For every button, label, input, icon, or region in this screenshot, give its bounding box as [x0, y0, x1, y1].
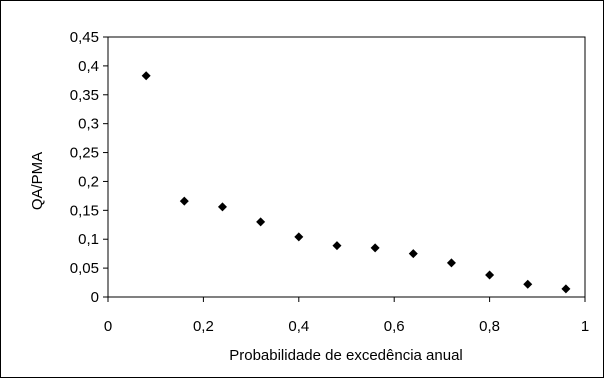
- axes: [103, 36, 586, 302]
- y-tick-label: 0,15: [70, 202, 99, 219]
- data-points: [141, 71, 571, 294]
- y-axis-title: QA/PMA: [29, 152, 46, 210]
- x-tick-label: 0: [104, 318, 112, 335]
- x-tick-label: 0,2: [193, 318, 214, 335]
- data-point: [523, 279, 533, 289]
- tick-labels: 0 0,2 0,4 0,6 0,8 1 0 0,05 0,1 0,15 0,2 0,25 0,3 0,35…: [70, 29, 589, 335]
- data-point: [446, 258, 456, 268]
- data-point: [485, 270, 495, 280]
- x-tick-label: 1: [581, 318, 589, 335]
- x-tick-label: 0,4: [288, 318, 309, 335]
- y-tick-label: 0,2: [78, 173, 99, 190]
- data-point: [561, 284, 571, 294]
- y-tick-label: 0: [91, 289, 99, 306]
- data-point: [217, 202, 227, 212]
- data-point: [294, 232, 304, 242]
- y-tick-label: 0,35: [70, 87, 99, 104]
- x-tick-label: 0,6: [384, 318, 405, 335]
- y-tick-label: 0,1: [78, 231, 99, 248]
- y-tick-label: 0,45: [70, 29, 99, 46]
- x-tick-label: 0,8: [479, 318, 500, 335]
- data-point: [141, 71, 151, 81]
- data-point: [370, 243, 380, 253]
- data-point: [256, 217, 266, 227]
- x-axis-title: Probabilidade de excedência anual: [229, 347, 463, 364]
- y-tick-label: 0,3: [78, 116, 99, 133]
- data-point: [332, 241, 342, 251]
- y-tick-label: 0,4: [78, 58, 99, 75]
- y-tick-label: 0,25: [70, 145, 99, 162]
- data-point: [179, 196, 189, 206]
- data-point: [408, 249, 418, 259]
- y-tick-label: 0,05: [70, 260, 99, 277]
